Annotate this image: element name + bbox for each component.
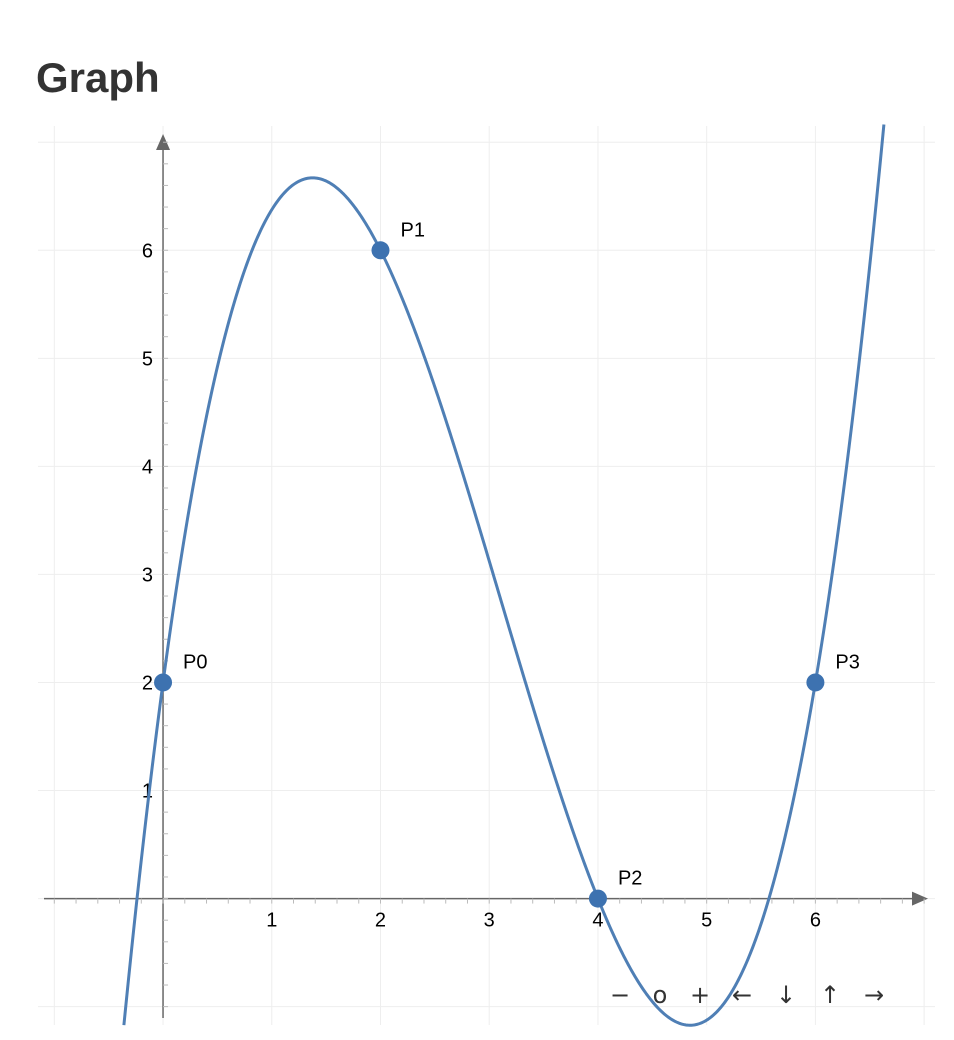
x-tick-label: 6 <box>810 910 821 932</box>
point-label: P0 <box>183 651 207 673</box>
grid <box>38 126 935 1025</box>
x-tick-label: 2 <box>375 910 386 932</box>
navigation-controls: − o + ← ↓ ↑ → <box>600 978 896 1012</box>
x-tick-label: 4 <box>592 910 603 932</box>
tick-labels: 1 2 3 4 5 6 1 2 3 4 5 6 <box>142 240 821 931</box>
control-point-p3[interactable] <box>806 673 825 692</box>
x-tick-label: 3 <box>484 910 495 932</box>
pan-right-button[interactable]: → <box>852 978 896 1012</box>
pan-up-button[interactable]: ↑ <box>808 978 852 1012</box>
y-tick-label: 2 <box>142 672 153 694</box>
control-point-p1[interactable] <box>371 241 390 260</box>
y-tick-label: 4 <box>142 456 153 478</box>
x-tick-label: 5 <box>701 910 712 932</box>
y-tick-label: 6 <box>142 240 153 262</box>
control-point-p2[interactable] <box>588 889 607 908</box>
control-point-p0[interactable] <box>154 673 173 692</box>
zoom-in-button[interactable]: + <box>680 978 720 1012</box>
point-label: P2 <box>618 868 642 890</box>
zoom-out-button[interactable]: − <box>600 978 640 1012</box>
pan-down-button[interactable]: ↓ <box>764 978 808 1012</box>
axes <box>44 134 928 1018</box>
pan-left-button[interactable]: ← <box>720 978 764 1012</box>
y-tick-label: 1 <box>142 781 153 803</box>
point-label: P1 <box>400 219 424 241</box>
control-points[interactable]: P0 P1 P2 P3 <box>154 219 860 908</box>
x-axis-arrow <box>912 891 928 906</box>
page-title: Graph <box>36 54 160 101</box>
curve-line <box>122 124 886 1027</box>
y-tick-label: 3 <box>142 564 153 586</box>
point-label: P3 <box>835 651 859 673</box>
x-tick-label: 1 <box>266 910 277 932</box>
reset-view-button[interactable]: o <box>640 978 680 1012</box>
y-tick-label: 5 <box>142 348 153 370</box>
